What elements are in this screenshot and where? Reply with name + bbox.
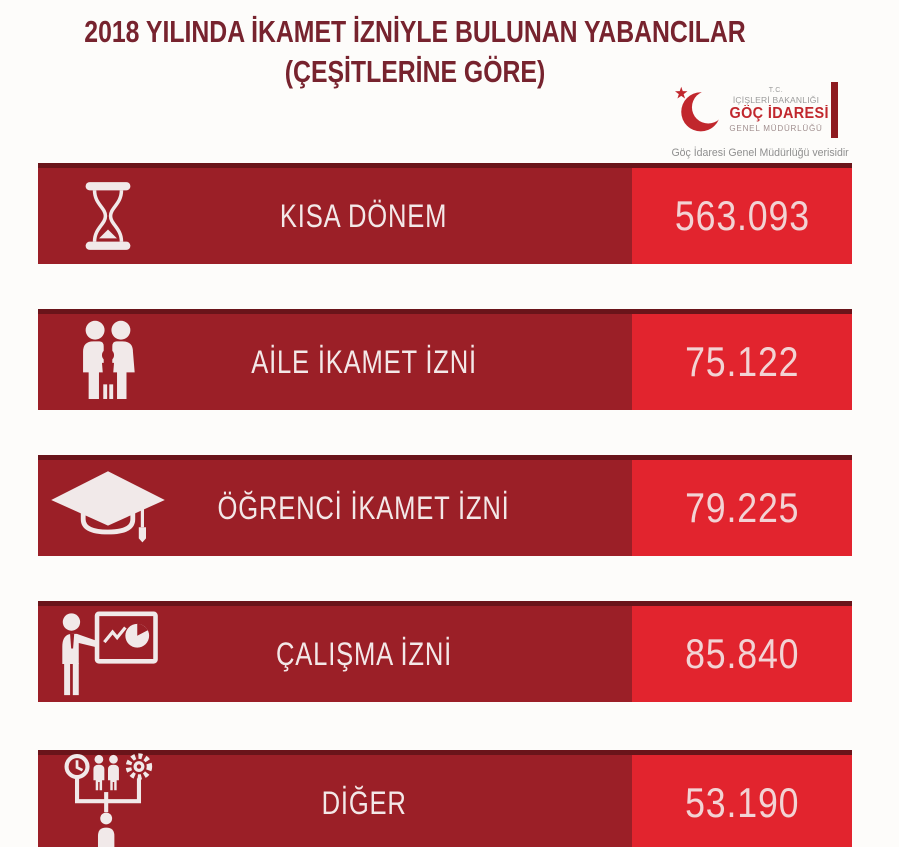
row-label: ÖĞRENCİ İKAMET İZNİ [217,489,511,526]
source-caption: Göç İdaresi Genel Müdürlüğü verisidir [671,147,849,159]
table-row: DİĞER 53.190 [38,750,852,847]
org-chart-icon [46,753,170,847]
row-value-box: 85.840 [632,606,852,702]
table-row: AİLE İKAMET İZNİ 75.122 [38,309,852,410]
row-label: DİĞER [321,784,407,821]
page-title-line2: (ÇEŞİTLERİNE GÖRE) [284,54,546,89]
graduation-cap-icon [46,460,170,556]
row-value-box: 563.093 [632,168,852,264]
family-icon [46,314,170,410]
agency-logo-text: T.C. İÇİŞLERİ BAKANLIĞI GÖÇ İDARESİ GENE… [726,86,829,134]
row-label: AİLE İKAMET İZNİ [251,343,477,380]
row-label: KISA DÖNEM [280,197,448,234]
row-label: ÇALIŞMA İZNİ [275,635,453,672]
table-row: KISA DÖNEM 563.093 [38,163,852,264]
table-row: ÖĞRENCİ İKAMET İZNİ 79.225 [38,455,852,556]
logo-unit: GENEL MÜDÜRLÜĞÜ [729,123,823,134]
row-value: 53.190 [684,779,800,826]
row-value: 75.122 [684,338,800,385]
page-title: 2018 YILINDA İKAMET İZNİYLE BULUNAN YABA… [0,12,830,92]
logo-ministry: İÇİŞLERİ BAKANLIĞI [732,94,820,105]
row-value: 85.840 [684,630,800,677]
row-value-box: 75.122 [632,314,852,410]
agency-logo: T.C. İÇİŞLERİ BAKANLIĞI GÖÇ İDARESİ GENE… [668,82,849,159]
row-value-box: 79.225 [632,460,852,556]
page-title-line1: 2018 YILINDA İKAMET İZNİYLE BULUNAN YABA… [84,14,746,49]
logo-red-bar [831,82,838,138]
row-value-box: 53.190 [632,755,852,847]
crescent-star-icon [675,86,725,132]
table-row: ÇALIŞMA İZNİ 85.840 [38,601,852,702]
hourglass-icon [46,168,170,264]
logo-tc: T.C. [768,86,784,94]
row-value: 563.093 [674,192,810,239]
row-value: 79.225 [684,484,800,531]
logo-agency: GÖÇ İDARESİ [729,104,829,122]
presenter-icon [46,606,170,702]
